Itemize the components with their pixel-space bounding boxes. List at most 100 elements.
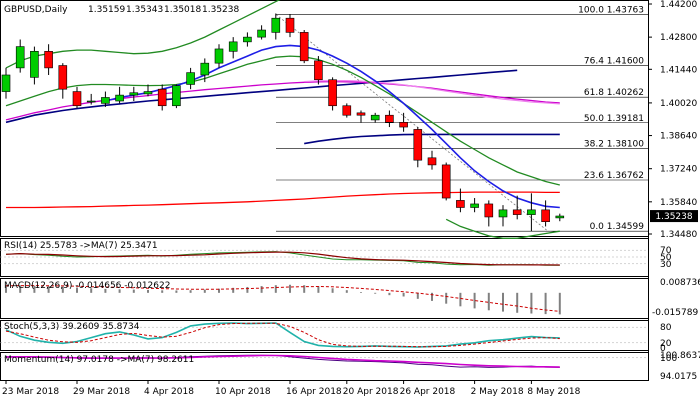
candle-body [456,200,465,208]
candle-body [271,17,281,33]
rsi-ma-line [5,251,560,266]
candle-body [115,94,124,102]
candle-body [498,209,508,218]
candle-body [413,129,423,161]
candle-body [30,51,39,78]
stoch-tick-label: 0 [660,344,666,354]
candle-body [299,32,309,62]
overlay-line-4 [304,80,560,105]
macd-panel: 0.008736 -0.015789 [5,278,700,318]
candle-body [527,209,536,215]
x-tick-label: 2 May 2018 [471,387,524,397]
x-tick-label: 23 Mar 2018 [2,387,59,397]
rsi-tick-label: 50 [660,253,672,263]
x-tick-label: 4 Apr 2018 [144,387,194,397]
overlay-line-1 [5,69,518,124]
candle-body [385,114,394,123]
chart-header-low: 1.35018 [164,5,201,15]
rsi-label: RSI(14) 25.5783 ->MA(7) 25.3471 [4,241,158,251]
overlay-line-2 [304,133,560,145]
macd-tick-label: 0.008736 [660,278,700,288]
candle-body [441,164,451,199]
fib-level-label: 61.8 1.40262 [584,88,644,98]
main-price-panel: 100.0 1.43763 76.4 1.41600 61.8 1.40262 50.… [1,0,648,239]
x-tick-label: 29 Mar 2018 [73,387,130,397]
candle-body [101,97,110,104]
x-tick-label: 10 Apr 2018 [215,387,271,397]
x-tick-label: 26 Apr 2018 [400,387,456,397]
x-tick-label: 16 Apr 2018 [286,387,342,397]
candle-body [484,203,494,218]
candle-body [541,209,550,222]
overlay-line-8 [445,218,560,239]
macd-label: MACD(12,26,9) -0.014656 -0.012622 [4,281,170,291]
candle-body [356,112,366,116]
momentum-tick-label: 100 [660,354,677,364]
candle-body [285,17,295,33]
candle-body [157,88,167,107]
candle-body [427,157,437,166]
momentum-tick-label: 100.8637 [660,351,700,361]
overlay-line-7 [5,0,281,69]
candle-body [314,60,323,81]
panel-frames [0,0,649,381]
candle-body [44,51,53,69]
x-tick-label: 20 Apr 2018 [343,387,399,397]
candle-body [200,62,210,76]
candle-body [399,122,408,128]
rsi-tick-label: 30 [660,260,672,270]
y-tick-label: 1.37240 [660,165,697,175]
stoch-tick-label: 20 [660,339,672,349]
macd-tick-label: -0.015789 [652,308,698,318]
candle-body [86,100,96,103]
momentum-label: Momentum(14) 97.0178 ->MA(7) 98.2611 [4,355,194,365]
fib-level-label: 50.0 1.39181 [584,114,644,124]
candle-body [257,29,266,38]
stoch-d-line [5,322,560,348]
overlay-line-0 [6,191,560,209]
candle-body [129,92,139,96]
overlay-line-5 [5,55,560,186]
fib-level-label: 100.0 1.43763 [578,5,644,15]
chart-header-close: 1.35238 [202,5,239,15]
candle-body [58,65,68,90]
y-tick-label: 1.42800 [660,33,697,43]
y-tick-label: 1.38640 [660,132,697,142]
stoch-k-line [5,322,560,348]
momentum-tick-label: 94.0175 [660,372,697,382]
candle-body [15,46,25,69]
y-tick-label: 1.41440 [660,65,697,75]
current-price-tag [650,210,698,223]
candle-body [328,79,337,107]
y-tick-label: 1.40020 [660,99,697,109]
panel-frame-0 [0,0,649,237]
candle-body [342,105,352,116]
macd-signal-line [5,285,560,312]
candle-body [555,215,565,219]
stoch-tick-label: 80 [660,323,672,333]
candle-body [143,91,153,95]
y-tick-label: 1.34480 [660,230,697,240]
x-tick-label: 8 May 2018 [527,387,580,397]
candle-body [243,36,252,43]
overlay-line-6 [105,44,560,209]
candle-body [214,48,224,64]
stoch-panel: 80 200 [0,322,672,354]
fib-level-label: 23.6 1.36762 [584,171,644,181]
current-price-label: 1.35238 [655,212,692,222]
chart-header-open: 1.35159 [88,5,125,15]
momentum-ma-line [5,354,560,368]
overlay-line-3 [5,80,560,121]
y-tick-label: 1.35840 [660,198,697,208]
candle-body [72,91,82,107]
candle-body [1,74,11,92]
chart-header-high: 1.35343 [126,5,163,15]
fib-level-label: 38.2 1.38100 [584,139,644,149]
candle-body [370,114,380,121]
stoch-label: Stoch(5,3,3) 39.2609 35.8734 [4,322,140,332]
fib-level-label: 76.4 1.41600 [584,57,644,67]
